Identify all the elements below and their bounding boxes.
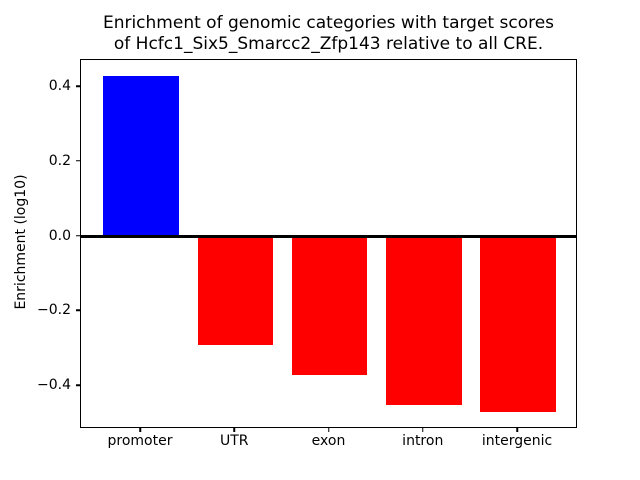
y-tick-mark-0.0 bbox=[76, 234, 80, 237]
y-tick-mark-0.4 bbox=[76, 85, 80, 87]
x-tick-mark-UTR bbox=[233, 428, 235, 432]
bar-exon bbox=[291, 236, 368, 375]
bar-UTR bbox=[197, 236, 273, 345]
x-tick-label-exon: exon bbox=[311, 433, 346, 449]
y-tick-mark-0.2 bbox=[76, 160, 80, 162]
x-tick-mark-intergenic bbox=[516, 428, 518, 432]
chart-title: Enrichment of genomic categories with ta… bbox=[80, 13, 577, 55]
x-tick-label-intron: intron bbox=[402, 433, 444, 449]
y-tick-label-−0.4: −0.4 bbox=[37, 377, 71, 394]
zero-line bbox=[81, 235, 576, 239]
bar-intron bbox=[386, 236, 462, 405]
x-tick-label-promoter: promoter bbox=[107, 433, 173, 449]
y-tick-mark-−0.4 bbox=[76, 384, 80, 386]
chart-title-line-1: Enrichment of genomic categories with ta… bbox=[102, 13, 555, 33]
y-tick-label-0.2: 0.2 bbox=[48, 152, 71, 169]
x-tick-mark-exon bbox=[327, 428, 330, 432]
plot-area bbox=[80, 59, 577, 428]
y-tick-label-0.0: 0.0 bbox=[48, 227, 71, 244]
x-tick-mark-promoter bbox=[139, 428, 141, 432]
y-tick-label-−0.2: −0.2 bbox=[37, 302, 71, 319]
x-tick-mark-intron bbox=[422, 428, 424, 432]
y-tick-label-0.4: 0.4 bbox=[48, 78, 71, 95]
y-tick-mark-−0.2 bbox=[76, 309, 80, 312]
bar-intergenic bbox=[480, 236, 556, 413]
x-tick-label-UTR: UTR bbox=[219, 433, 249, 449]
bar-promoter bbox=[103, 76, 179, 237]
chart-title-line-2: of Hcfc1_Six5_Smarcc2_Zfp143 relative to… bbox=[113, 34, 544, 54]
x-tick-label-intergenic: intergenic bbox=[481, 433, 553, 449]
